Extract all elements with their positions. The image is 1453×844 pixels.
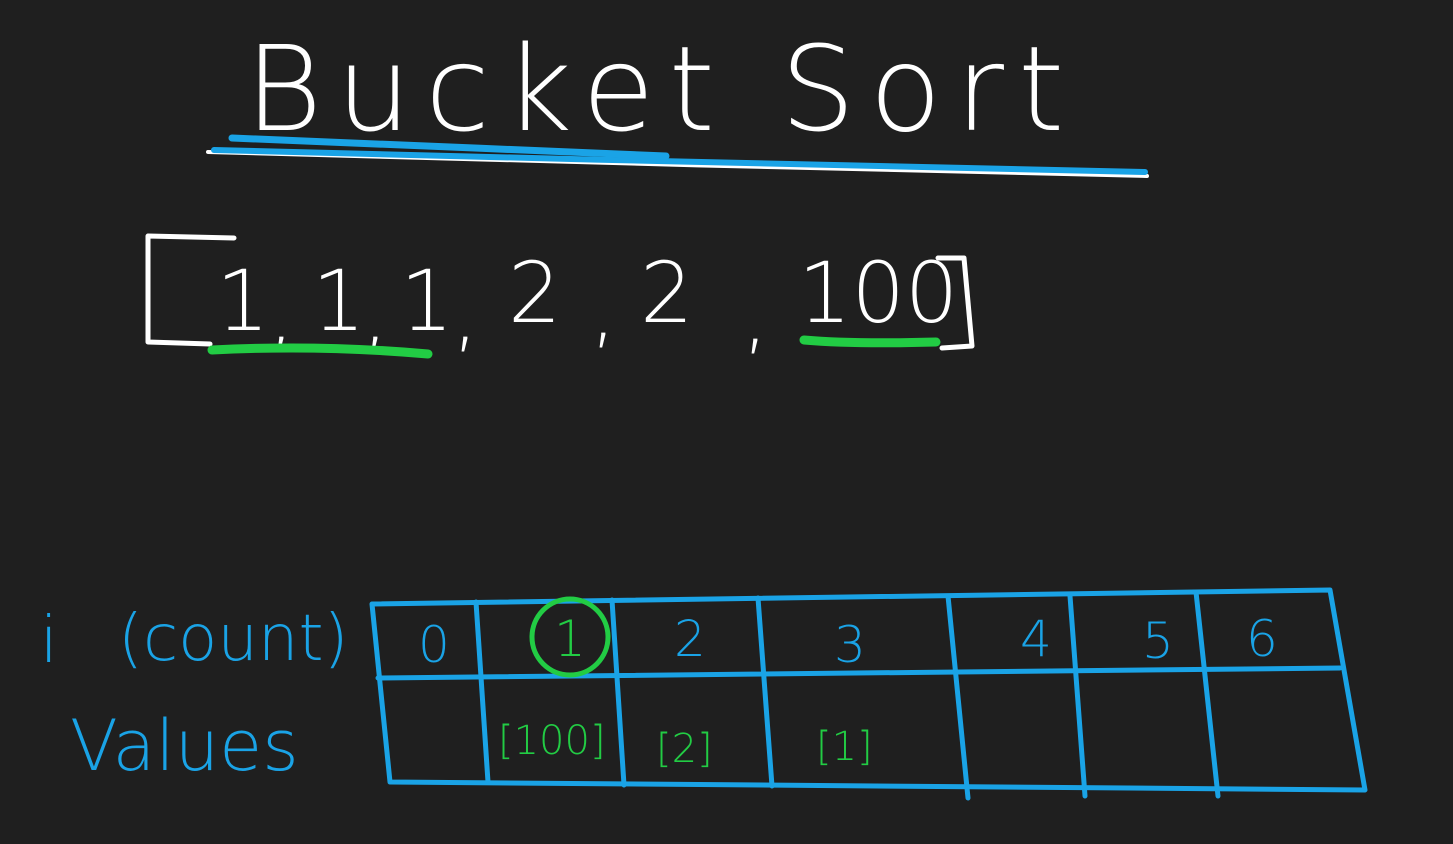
array-item-5: 2 <box>640 244 693 342</box>
array-separator: , <box>452 264 479 362</box>
array-item-2: 1 <box>312 252 365 350</box>
table-value-cell: [2] <box>656 726 713 772</box>
row-label-values: Values <box>70 705 299 787</box>
row-label-index: i <box>40 604 58 678</box>
array-highlight-ones <box>207 343 433 359</box>
bucket-table <box>369 587 1368 801</box>
table-index-cell: 4 <box>1020 610 1052 668</box>
array-open-bracket <box>145 233 237 347</box>
array-separator: , <box>590 260 617 358</box>
index-highlight-circle <box>529 596 611 678</box>
array-item-6: 100 <box>798 244 958 342</box>
array-item-1: 1 <box>216 252 269 350</box>
array-close-bracket <box>935 255 975 351</box>
table-col-divider <box>1067 593 1088 799</box>
row-label-count: (count) <box>118 602 349 676</box>
array-item-4: 2 <box>508 244 561 342</box>
table-col-divider <box>1193 589 1221 799</box>
table-index-cell-highlighted: 1 <box>554 610 586 668</box>
array-item-3: 1 <box>400 252 453 350</box>
title-underline-blue-long <box>211 147 1148 175</box>
table-col-divider <box>755 595 775 789</box>
page-title: Bucket Sort <box>245 20 1078 158</box>
array-separator: , <box>742 266 769 364</box>
table-row-divider <box>375 665 1343 681</box>
table-index-cell: 6 <box>1246 610 1278 668</box>
table-index-cell: 0 <box>418 616 450 674</box>
table-index-cell: 3 <box>834 616 866 674</box>
table-value-cell: [1] <box>816 724 873 770</box>
array-highlight-hundred <box>799 335 941 348</box>
table-outline <box>369 587 1368 793</box>
title-underline-blue-short <box>228 134 670 160</box>
table-index-cell: 5 <box>1142 612 1174 670</box>
table-col-divider <box>473 599 491 785</box>
table-value-cell: [100] <box>498 718 606 764</box>
table-index-cell: 2 <box>674 610 706 668</box>
table-col-divider <box>945 593 971 801</box>
table-col-divider <box>609 597 627 788</box>
